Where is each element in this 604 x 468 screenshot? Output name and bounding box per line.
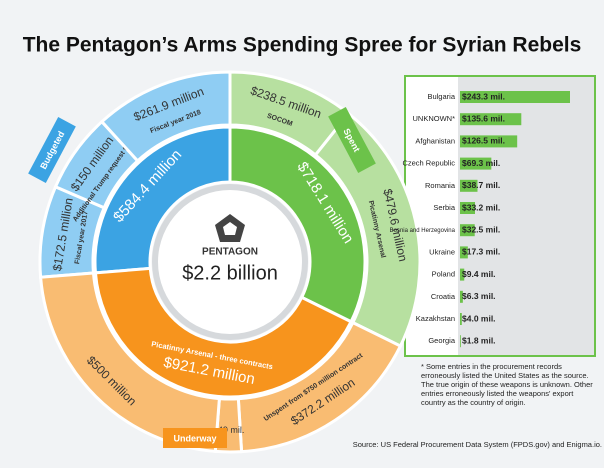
- inner-segment: [93, 125, 232, 275]
- tab-box: [328, 107, 376, 173]
- category-label: Poland: [432, 270, 455, 279]
- group-tab: Underway: [163, 428, 227, 448]
- group-tab: Budgeted: [28, 117, 76, 183]
- value-label: $9.4 mil.: [462, 269, 496, 279]
- bar: [460, 113, 522, 126]
- segment-label: $49 mil.: [213, 425, 245, 435]
- tab-label: Underway: [173, 433, 216, 443]
- chart-title: The Pentagon’s Arms Spending Spree for S…: [23, 34, 582, 57]
- bar: [460, 179, 478, 192]
- category-label: UNKNOWN*: [413, 114, 456, 123]
- footnote: * Some entries in the procurement record…: [421, 362, 593, 407]
- value-label: $243.3 mil.: [462, 91, 505, 101]
- bar: [460, 157, 492, 170]
- value-label: $32.5 mil.: [462, 224, 500, 234]
- center-total: $2.2 billion: [182, 262, 278, 284]
- outer-segment: [38, 271, 221, 454]
- bar: [460, 91, 570, 103]
- source: Source: US Federal Procurement Data Syst…: [352, 440, 602, 449]
- bar: [460, 313, 462, 325]
- value-label: $38.7 mil.: [462, 180, 500, 190]
- bar: [460, 246, 468, 259]
- group-tab: Spent: [328, 107, 376, 173]
- center-label: PENTAGON: [202, 247, 258, 258]
- inner-segment: [93, 266, 354, 399]
- category-label: Afghanistan: [415, 136, 455, 145]
- value-label: $17.3 mil.: [462, 247, 500, 257]
- bar: [460, 335, 461, 348]
- category-label: Serbia: [433, 203, 456, 212]
- category-label: Romania: [425, 181, 456, 190]
- value-label: $4.0 mil.: [462, 313, 496, 323]
- pentagon-core: [223, 222, 237, 235]
- center: [158, 190, 302, 334]
- tab-box: [28, 117, 76, 183]
- inner-segment: [228, 125, 367, 324]
- value-label: $69.3 mil.: [462, 158, 500, 168]
- bar: [460, 135, 518, 148]
- value-label: $126.5 mil.: [462, 136, 505, 146]
- category-label: Georgia: [428, 336, 456, 345]
- category-label: Kazakhstan: [416, 314, 455, 323]
- category-label: Bulgaria: [427, 92, 455, 101]
- bar: [460, 268, 465, 281]
- bar: [460, 202, 476, 214]
- value-label: $33.2 mil.: [462, 202, 500, 212]
- value-label: $6.3 mil.: [462, 291, 496, 301]
- value-label: $135.6 mil.: [462, 113, 505, 123]
- value-label: $1.8 mil.: [462, 335, 496, 345]
- category-label: Czech Republic: [402, 159, 455, 168]
- bar: [460, 290, 463, 303]
- tab-box: [163, 428, 227, 448]
- bar: [460, 224, 475, 237]
- category-label: Croatia: [431, 292, 456, 301]
- category-label: Ukraine: [429, 247, 455, 256]
- category-label: Bosnia and Herzegovina: [390, 228, 456, 234]
